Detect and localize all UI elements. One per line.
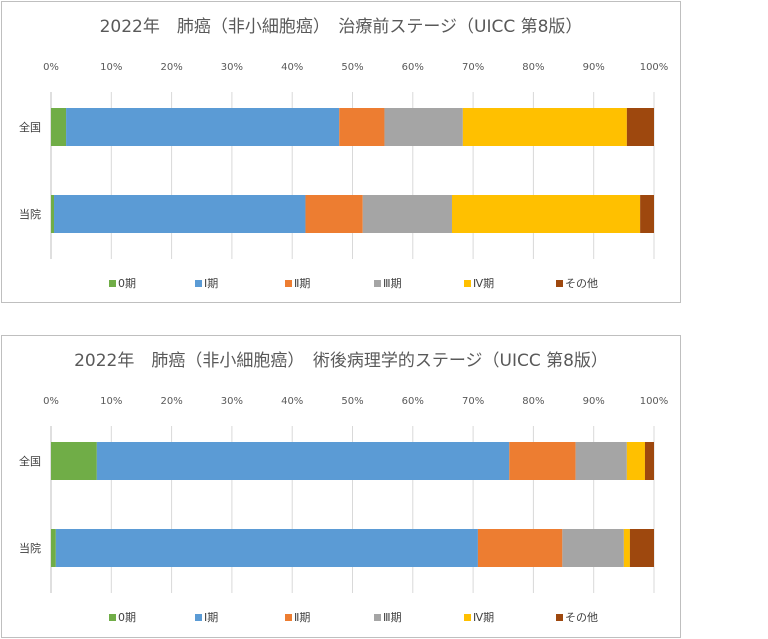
legend-label: Ⅲ期 — [383, 611, 402, 624]
chart-panel-pretreatment: 2022年 肺癌（非小細胞癌） 治療前ステージ（UICC 第8版） 0% 10% 2… — [1, 1, 681, 303]
legend-label: Ⅳ期 — [473, 277, 494, 290]
legend-swatch — [285, 280, 292, 287]
x-tick-label: 60% — [402, 62, 424, 73]
x-tick-label: 30% — [221, 62, 243, 73]
legend-swatch — [464, 280, 471, 287]
x-tick-label: 50% — [341, 62, 363, 73]
legend-swatch — [374, 614, 381, 621]
x-tick-label: 10% — [100, 62, 122, 73]
legend-label: Ⅱ期 — [294, 277, 310, 290]
bar-segment — [96, 442, 510, 480]
bar-segment — [339, 108, 385, 146]
bar-segment — [51, 108, 67, 146]
chart-title: 2022年 肺癌（非小細胞癌） 術後病理学的ステージ（UICC 第8版） — [74, 351, 608, 371]
bar-segment — [640, 195, 654, 233]
x-tick-label: 20% — [160, 62, 182, 73]
bar-segment — [562, 529, 624, 567]
legend-swatch — [374, 280, 381, 287]
x-tick-label: 90% — [583, 396, 605, 407]
legend-label: 0期 — [118, 611, 136, 624]
legend-swatch — [556, 280, 563, 287]
bar-segment — [462, 108, 627, 146]
x-tick-label: 70% — [462, 396, 484, 407]
x-tick-label: 80% — [522, 62, 544, 73]
x-tick-label: 0% — [43, 62, 59, 73]
bar-segment — [384, 108, 463, 146]
bar-segment — [51, 529, 56, 567]
x-tick-label: 40% — [281, 396, 303, 407]
legend-label: その他 — [565, 277, 598, 290]
chart-panel-postoperative: 2022年 肺癌（非小細胞癌） 術後病理学的ステージ（UICC 第8版） 0% 1… — [1, 335, 681, 638]
x-tick-label: 30% — [221, 396, 243, 407]
category-label: 全国 — [19, 454, 41, 468]
bar-segment — [626, 442, 645, 480]
category-label: 当院 — [19, 207, 41, 221]
chart-title: 2022年 肺癌（非小細胞癌） 治療前ステージ（UICC 第8版） — [99, 17, 583, 37]
bar-segment — [629, 529, 654, 567]
x-tick-label: 60% — [402, 396, 424, 407]
legend-swatch — [285, 614, 292, 621]
legend-label: Ⅰ期 — [204, 611, 218, 624]
legend-swatch — [464, 614, 471, 621]
x-tick-label: 50% — [341, 396, 363, 407]
legend-swatch — [109, 280, 116, 287]
legend-label: 0期 — [118, 277, 136, 290]
bar-segment — [575, 442, 627, 480]
bar-segment — [477, 529, 563, 567]
legend-swatch — [195, 614, 202, 621]
bar-segment — [644, 442, 654, 480]
x-tick-label: 0% — [43, 396, 59, 407]
bar-segment — [626, 108, 654, 146]
legend-label: Ⅳ期 — [473, 611, 494, 624]
bar-segment — [509, 442, 576, 480]
x-tick-label: 100% — [640, 62, 669, 73]
x-tick-label: 70% — [462, 62, 484, 73]
bar-segment — [51, 442, 97, 480]
bar-segment — [623, 529, 630, 567]
bar-segment — [362, 195, 452, 233]
legend-swatch — [195, 280, 202, 287]
bar-segment — [54, 195, 306, 233]
legend-swatch — [109, 614, 116, 621]
bar-segment — [305, 195, 363, 233]
x-tick-label: 80% — [522, 396, 544, 407]
category-label: 全国 — [19, 120, 41, 134]
bar-segment — [66, 108, 340, 146]
legend-label: Ⅲ期 — [383, 277, 402, 290]
x-tick-label: 20% — [160, 396, 182, 407]
bar-segment — [55, 529, 478, 567]
legend-label: Ⅰ期 — [204, 277, 218, 290]
legend-label: Ⅱ期 — [294, 611, 310, 624]
x-tick-label: 90% — [583, 62, 605, 73]
legend-label: その他 — [565, 611, 598, 624]
x-tick-label: 10% — [100, 396, 122, 407]
category-label: 当院 — [19, 541, 41, 555]
bar-segment — [51, 195, 55, 233]
x-tick-label: 100% — [640, 396, 669, 407]
x-tick-label: 40% — [281, 62, 303, 73]
bar-segment — [451, 195, 641, 233]
legend-swatch — [556, 614, 563, 621]
